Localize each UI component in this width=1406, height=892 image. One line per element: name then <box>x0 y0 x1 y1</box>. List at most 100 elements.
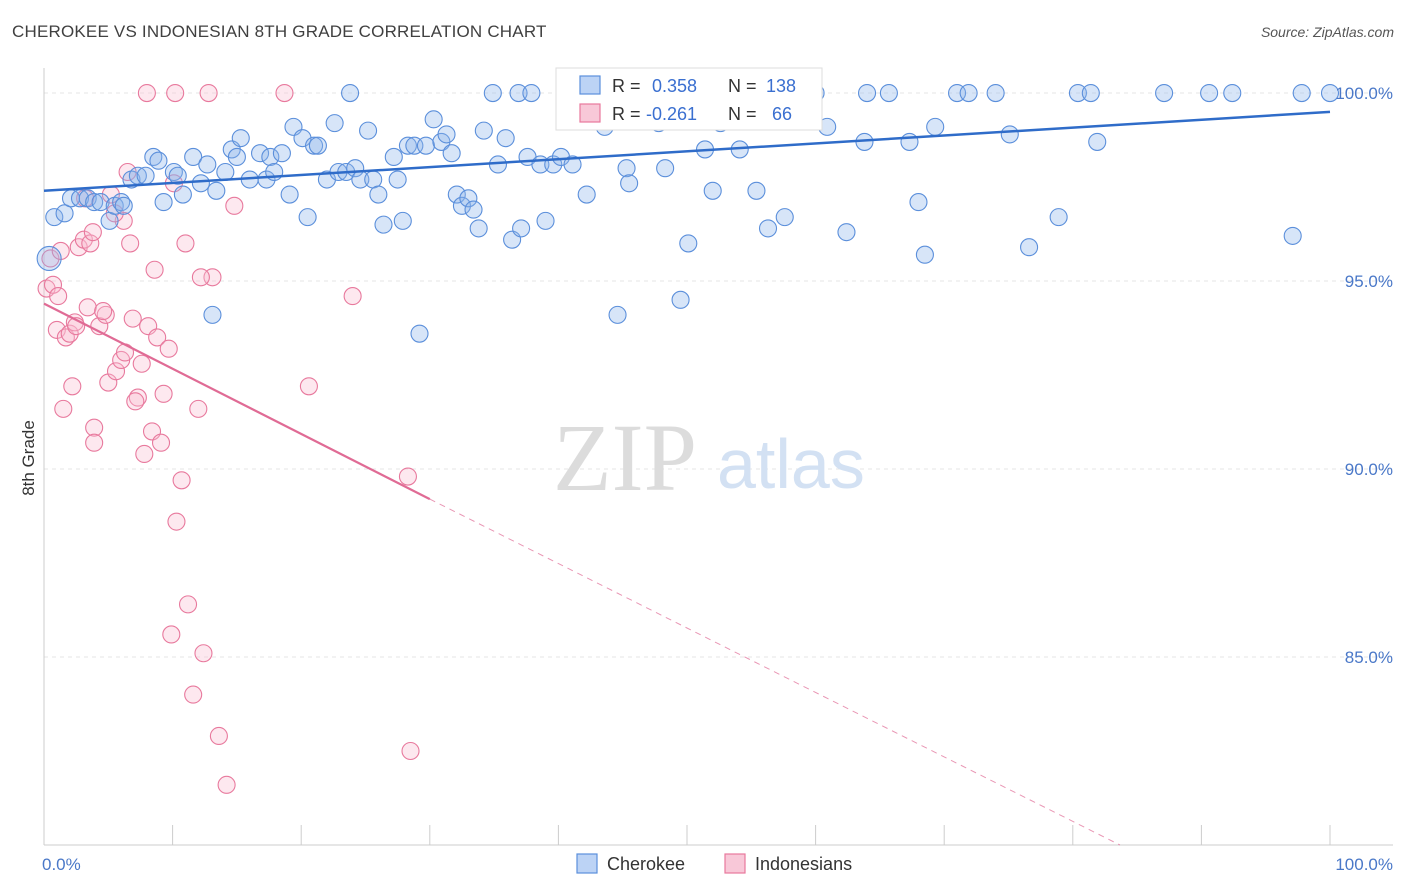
indonesians-point-15 <box>85 433 104 452</box>
cherokee-point-7 <box>91 193 110 212</box>
indonesians-point-34 <box>154 384 173 403</box>
cherokee-point-129 <box>1155 83 1174 103</box>
cherokee-point-58 <box>410 324 429 343</box>
stats-indonesians-r-value: -0.261 <box>646 104 697 124</box>
indonesians-point-33 <box>151 433 171 452</box>
cherokee-point-62 <box>437 125 456 144</box>
stats-indonesians-n-value: 66 <box>772 104 792 124</box>
cherokee-point-32 <box>257 170 276 189</box>
cherokee-point-64 <box>447 185 466 204</box>
indonesians-point-31 <box>145 260 164 279</box>
indonesians-point-61 <box>191 268 210 287</box>
cherokee-point-36 <box>280 185 299 204</box>
cherokee-point-70 <box>483 83 502 103</box>
stats-indonesians-r-label: R = <box>612 104 641 124</box>
stats-swatch-indonesians <box>579 103 601 123</box>
cherokee-point-49 <box>359 121 378 140</box>
cherokee-point-63 <box>442 144 461 163</box>
cherokee-point-74 <box>509 83 528 103</box>
cherokee-point-17 <box>154 193 173 212</box>
x-tick-label-0: 0.0% <box>42 855 81 874</box>
indonesians-point-45 <box>209 726 228 746</box>
stats-cherokee-n-value: 138 <box>766 76 796 96</box>
cherokee-point-24 <box>203 305 222 324</box>
cherokee-point-89 <box>620 174 639 193</box>
cherokee-point-88 <box>617 159 636 178</box>
cherokee-point-68 <box>469 219 488 238</box>
watermark-atlas: atlas <box>717 425 865 503</box>
cherokee-point-51 <box>369 185 388 204</box>
cherokee-point-123 <box>1000 125 1019 144</box>
stats-cherokee-r-value: 0.358 <box>652 76 697 96</box>
indonesians-point-63 <box>299 377 318 396</box>
cherokee-point-93 <box>656 159 675 178</box>
stats-cherokee-n-label: N = <box>728 76 757 96</box>
stats-cherokee-r-label: R = <box>612 76 641 96</box>
cherokee-point-22 <box>191 174 210 193</box>
indonesians-point-59 <box>83 223 102 242</box>
cherokee-point-104 <box>747 181 766 200</box>
trend-lines <box>43 110 1331 846</box>
cherokee-point-125 <box>1049 208 1068 227</box>
cherokee-point-6 <box>85 193 104 212</box>
cherokee-point-14 <box>136 166 155 185</box>
y-tick-label-1: 95.0% <box>1345 272 1393 291</box>
x-tick-labels: 0.0% 100.0% <box>42 855 1393 874</box>
indonesians-point-58 <box>49 287 68 306</box>
chart-source: Source: ZipAtlas.com <box>1260 24 1394 40</box>
cherokee-point-54 <box>388 170 407 189</box>
indonesians-point-28 <box>135 444 154 464</box>
cherokee-point-1 <box>45 208 64 227</box>
y-axis-label: 8th Grade <box>19 420 38 496</box>
cherokee-point-40 <box>305 136 324 155</box>
indonesians-point-7 <box>60 324 79 343</box>
stats-indonesians-n-label: N = <box>728 104 757 124</box>
indonesians-trend-line <box>43 302 431 501</box>
indonesians-point-55 <box>94 302 113 321</box>
legend-swatch-indonesians <box>724 853 746 874</box>
indonesians-trend-extension <box>429 498 1121 846</box>
cherokee-point-134 <box>1320 83 1340 103</box>
indonesians-point-24 <box>121 234 140 253</box>
cherokee-trend-line <box>43 110 1331 193</box>
cherokee-point-131 <box>1223 83 1242 103</box>
cherokee-point-105 <box>758 219 778 238</box>
cherokee-point-130 <box>1200 83 1219 103</box>
y-tick-label-3: 85.0% <box>1345 648 1393 667</box>
indonesians-point-1 <box>41 249 60 268</box>
cherokee-point-82 <box>563 155 582 174</box>
indonesians-point-51 <box>275 83 294 103</box>
indonesians-point-47 <box>225 196 244 215</box>
legend-label-cherokee: Cherokee <box>607 854 685 874</box>
indonesians-point-14 <box>85 418 104 437</box>
indonesians-point-46 <box>217 775 236 794</box>
indonesians-point-38 <box>172 471 191 490</box>
cherokee-point-124 <box>1020 238 1039 257</box>
bottom-legend: Cherokee Indonesians <box>576 853 852 874</box>
cherokee-point-56 <box>398 136 417 155</box>
indonesians-point-49 <box>166 83 185 103</box>
cherokee-point-112 <box>837 223 856 242</box>
indonesians-point-42 <box>189 399 208 418</box>
cherokee-point-75 <box>512 219 531 238</box>
cherokee-point-79 <box>536 211 555 230</box>
y-tick-label-0: 100.0% <box>1335 84 1393 103</box>
indonesians-point-35 <box>159 339 178 358</box>
cherokee-point-96 <box>679 234 698 253</box>
cherokee-point-72 <box>496 129 515 148</box>
cherokee-point-39 <box>298 208 317 227</box>
cherokee-point-107 <box>775 208 794 227</box>
cherokee-point-52 <box>374 215 393 234</box>
cherokee-point-116 <box>900 132 919 151</box>
cherokee-point-115 <box>879 83 898 103</box>
indonesians-point-64 <box>398 467 417 486</box>
cherokee-point-43 <box>325 114 344 133</box>
legend-swatch-cherokee <box>576 853 598 874</box>
legend-label-indonesians: Indonesians <box>755 854 852 874</box>
cherokee-point-21 <box>184 147 203 167</box>
cherokee-point-55 <box>393 211 412 230</box>
cherokee-point-87 <box>608 305 627 324</box>
cherokee-point-53 <box>384 147 403 167</box>
indonesians-point-39 <box>176 234 195 253</box>
